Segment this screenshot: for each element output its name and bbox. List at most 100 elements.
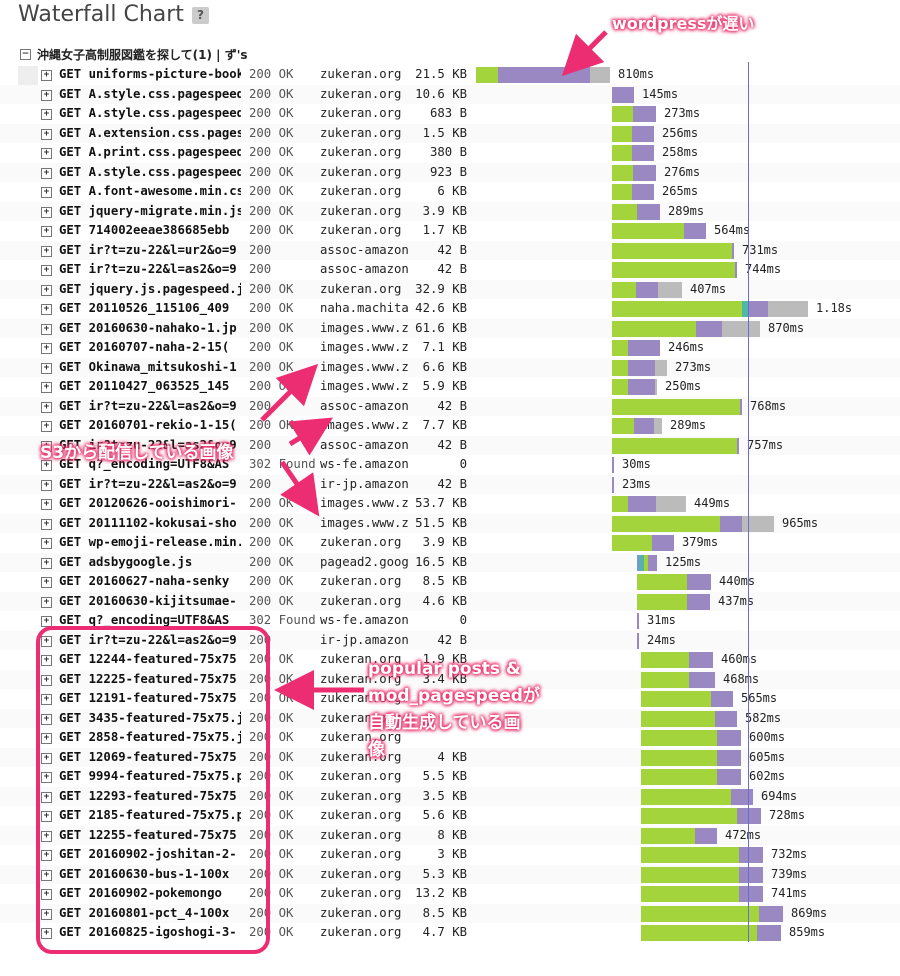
expand-icon[interactable]: +	[41, 226, 52, 237]
expand-icon[interactable]: +	[41, 245, 52, 257]
table-row[interactable]: + GET 20160707-naha-2-15( 200 OK images.…	[0, 338, 900, 358]
table-row[interactable]: + GET 12069-featured-75x75 200 OK zukera…	[0, 747, 900, 767]
expand-icon[interactable]: +	[41, 830, 52, 842]
expand-icon[interactable]: +	[41, 655, 52, 666]
expand-icon[interactable]: +	[41, 850, 52, 861]
table-row[interactable]: + GET A.extension.css.pagespe 200 OK zuk…	[0, 123, 900, 143]
expand-icon[interactable]: +	[41, 713, 52, 725]
table-row[interactable]: + GET 714002eeae386685ebb 200 OK zukeran…	[0, 221, 900, 241]
table-row[interactable]: + GET jquery-migrate.min.js.p 200 OK zuk…	[0, 201, 900, 221]
table-row[interactable]: + GET 12225-featured-75x75 200 OK zukera…	[0, 669, 900, 689]
timeline-bar: 731ms	[476, 241, 876, 261]
expand-icon[interactable]: +	[41, 128, 52, 140]
expand-icon[interactable]: +	[41, 343, 52, 354]
expand-icon[interactable]: +	[41, 752, 52, 764]
expand-icon[interactable]: +	[41, 401, 52, 413]
expand-icon[interactable]: +	[41, 889, 52, 900]
table-row[interactable]: + GET ir?t=zu-22&l=as2&o=9 200 ir-jp.ama…	[0, 474, 900, 494]
table-row[interactable]: + GET 20110427_063525_145 200 OK images.…	[0, 377, 900, 397]
timeline-segment	[612, 125, 632, 142]
timeline-segment	[739, 847, 763, 863]
expand-icon[interactable]: +	[41, 518, 52, 530]
table-row[interactable]: + GET 9994-featured-75x75.p 200 OK zuker…	[0, 767, 900, 787]
table-row[interactable]: + GET 20160701-rekio-1-15( 200 OK images…	[0, 416, 900, 436]
expand-icon[interactable]: +	[41, 89, 52, 101]
expand-icon[interactable]: +	[41, 362, 52, 374]
timeline-segment	[612, 535, 652, 551]
status-code: 200 OK	[249, 320, 294, 335]
expand-icon[interactable]: +	[41, 187, 52, 198]
expand-icon[interactable]: +	[41, 421, 52, 432]
timeline-segment	[641, 769, 717, 785]
request-url: GET q?_encoding=UTF8&AS	[59, 613, 230, 627]
expand-icon[interactable]: +	[41, 674, 52, 686]
table-row[interactable]: + GET uniforms-picture-book 200 OK zuker…	[0, 65, 900, 85]
response-size: 42 B	[437, 476, 467, 491]
expand-icon[interactable]: +	[41, 206, 52, 218]
expand-icon[interactable]: +	[41, 440, 52, 452]
expand-icon[interactable]: +	[41, 557, 52, 569]
table-row[interactable]: + GET 20120626-ooishimori- 200 OK images…	[0, 494, 900, 514]
expand-icon[interactable]: +	[41, 499, 52, 510]
table-row[interactable]: + GET A.style.css.pagespeed.c 200 OK zuk…	[0, 162, 900, 182]
expand-icon[interactable]: +	[41, 733, 52, 744]
table-row[interactable]: + GET 20160902-joshitan-2- 200 OK zukera…	[0, 845, 900, 865]
table-row[interactable]: + GET 2185-featured-75x75.p 200 OK zuker…	[0, 806, 900, 826]
table-row[interactable]: + GET 20160825-igoshogi-3- 200 OK zukera…	[0, 923, 900, 943]
table-row[interactable]: + GET wp-emoji-release.min.j 200 OK zuke…	[0, 533, 900, 553]
expand-icon[interactable]: +	[41, 596, 52, 608]
expand-icon[interactable]: +	[41, 791, 52, 803]
expand-icon[interactable]: +	[41, 167, 52, 179]
expand-icon[interactable]: +	[41, 382, 52, 393]
table-row[interactable]: + GET 20111102-kokusai-sho 200 OK images…	[0, 513, 900, 533]
expand-icon[interactable]: +	[41, 772, 52, 783]
response-size: 0	[459, 457, 467, 471]
request-url: GET adsbygoogle.js	[59, 554, 193, 569]
expand-icon[interactable]: +	[41, 284, 52, 296]
page-group-header[interactable]: − 沖縄女子高制服図鑑を探して(1) | ず's	[20, 46, 248, 63]
expand-icon[interactable]: +	[41, 70, 52, 81]
expand-icon[interactable]: +	[41, 479, 52, 491]
table-row[interactable]: + GET A.font-awesome.min.cs 200 OK zuker…	[0, 182, 900, 202]
table-row[interactable]: + GET 20160902-pokemongo 200 OK zukeran.…	[0, 884, 900, 904]
table-row[interactable]: + GET 20160630-nahako-1.jp 200 OK images…	[0, 318, 900, 338]
table-row[interactable]: + GET adsbygoogle.js 200 OK pagead2.goog…	[0, 552, 900, 572]
table-row[interactable]: + GET 20110526_115106_409 200 OK naha.ma…	[0, 299, 900, 319]
expand-icon[interactable]: +	[41, 908, 52, 920]
expand-icon[interactable]: +	[41, 109, 52, 120]
collapse-toggle-icon[interactable]: −	[20, 49, 31, 60]
table-row[interactable]: + GET ir?t=zu-22&l=ur2&o=9 200 assoc-ama…	[0, 240, 900, 261]
timing-label: 125ms	[665, 554, 702, 569]
table-row[interactable]: + GET 20160630-kijitsumae- 200 OK zukera…	[0, 591, 900, 611]
table-row[interactable]: + GET 12293-featured-75x75 200 OK zukera…	[0, 786, 900, 806]
table-row[interactable]: + GET ir?t=zu-22&l=as2&o=9 200 assoc-ama…	[0, 435, 900, 455]
expand-icon[interactable]: +	[41, 577, 52, 588]
table-row[interactable]: + GET 12255-featured-75x75 200 OK zukera…	[0, 825, 900, 845]
table-row[interactable]: + GET 20160627-naha-senky 200 OK zukeran…	[0, 572, 900, 592]
table-row[interactable]: + GET jquery.js.pagespeed.jm. 200 OK zuk…	[0, 279, 900, 299]
table-row[interactable]: + GET 2858-featured-75x75.j 200 OK zuker…	[0, 728, 900, 748]
timing-label: 741ms	[771, 886, 808, 900]
table-row[interactable]: + GET ir?t=zu-22&l=as2&o=9 200 assoc-ama…	[0, 396, 900, 416]
table-row[interactable]: + GET ir?t=zu-22&l=as2&o=9 200 assoc-ama…	[0, 260, 900, 280]
expand-icon[interactable]: +	[41, 304, 52, 315]
table-row[interactable]: + GET A.style.css.pagespeed.c 200 OK zuk…	[0, 84, 900, 104]
table-row[interactable]: + GET Okinawa_mitsukoshi-1 200 OK images…	[0, 357, 900, 377]
table-row[interactable]: + GET A.print.css.pagespeed.c 200 OK zuk…	[0, 143, 900, 163]
expand-icon[interactable]: +	[41, 460, 52, 471]
expand-icon[interactable]: +	[41, 148, 52, 159]
expand-icon[interactable]: +	[41, 811, 52, 822]
expand-icon[interactable]: +	[41, 265, 52, 276]
table-row[interactable]: + GET 3435-featured-75x75.j 200 OK zuker…	[0, 708, 900, 728]
table-row[interactable]: + GET A.style.css.pagespeed.c 200 OK zuk…	[0, 104, 900, 124]
help-icon[interactable]: ?	[192, 7, 209, 24]
table-row[interactable]: + GET q?_encoding=UTF8&AS 302 Found ws-f…	[0, 611, 900, 631]
table-row[interactable]: + GET 20160801-pct_4-100x 200 OK zukeran…	[0, 903, 900, 923]
timeline-segment	[476, 67, 498, 83]
table-row[interactable]: + GET 20160630-bus-1-100x 200 OK zukeran…	[0, 864, 900, 884]
expand-icon[interactable]: +	[41, 323, 52, 335]
timeline-segment	[715, 710, 737, 727]
expand-icon[interactable]: +	[41, 694, 52, 705]
expand-icon[interactable]: +	[41, 538, 52, 549]
expand-icon[interactable]: +	[41, 869, 52, 881]
